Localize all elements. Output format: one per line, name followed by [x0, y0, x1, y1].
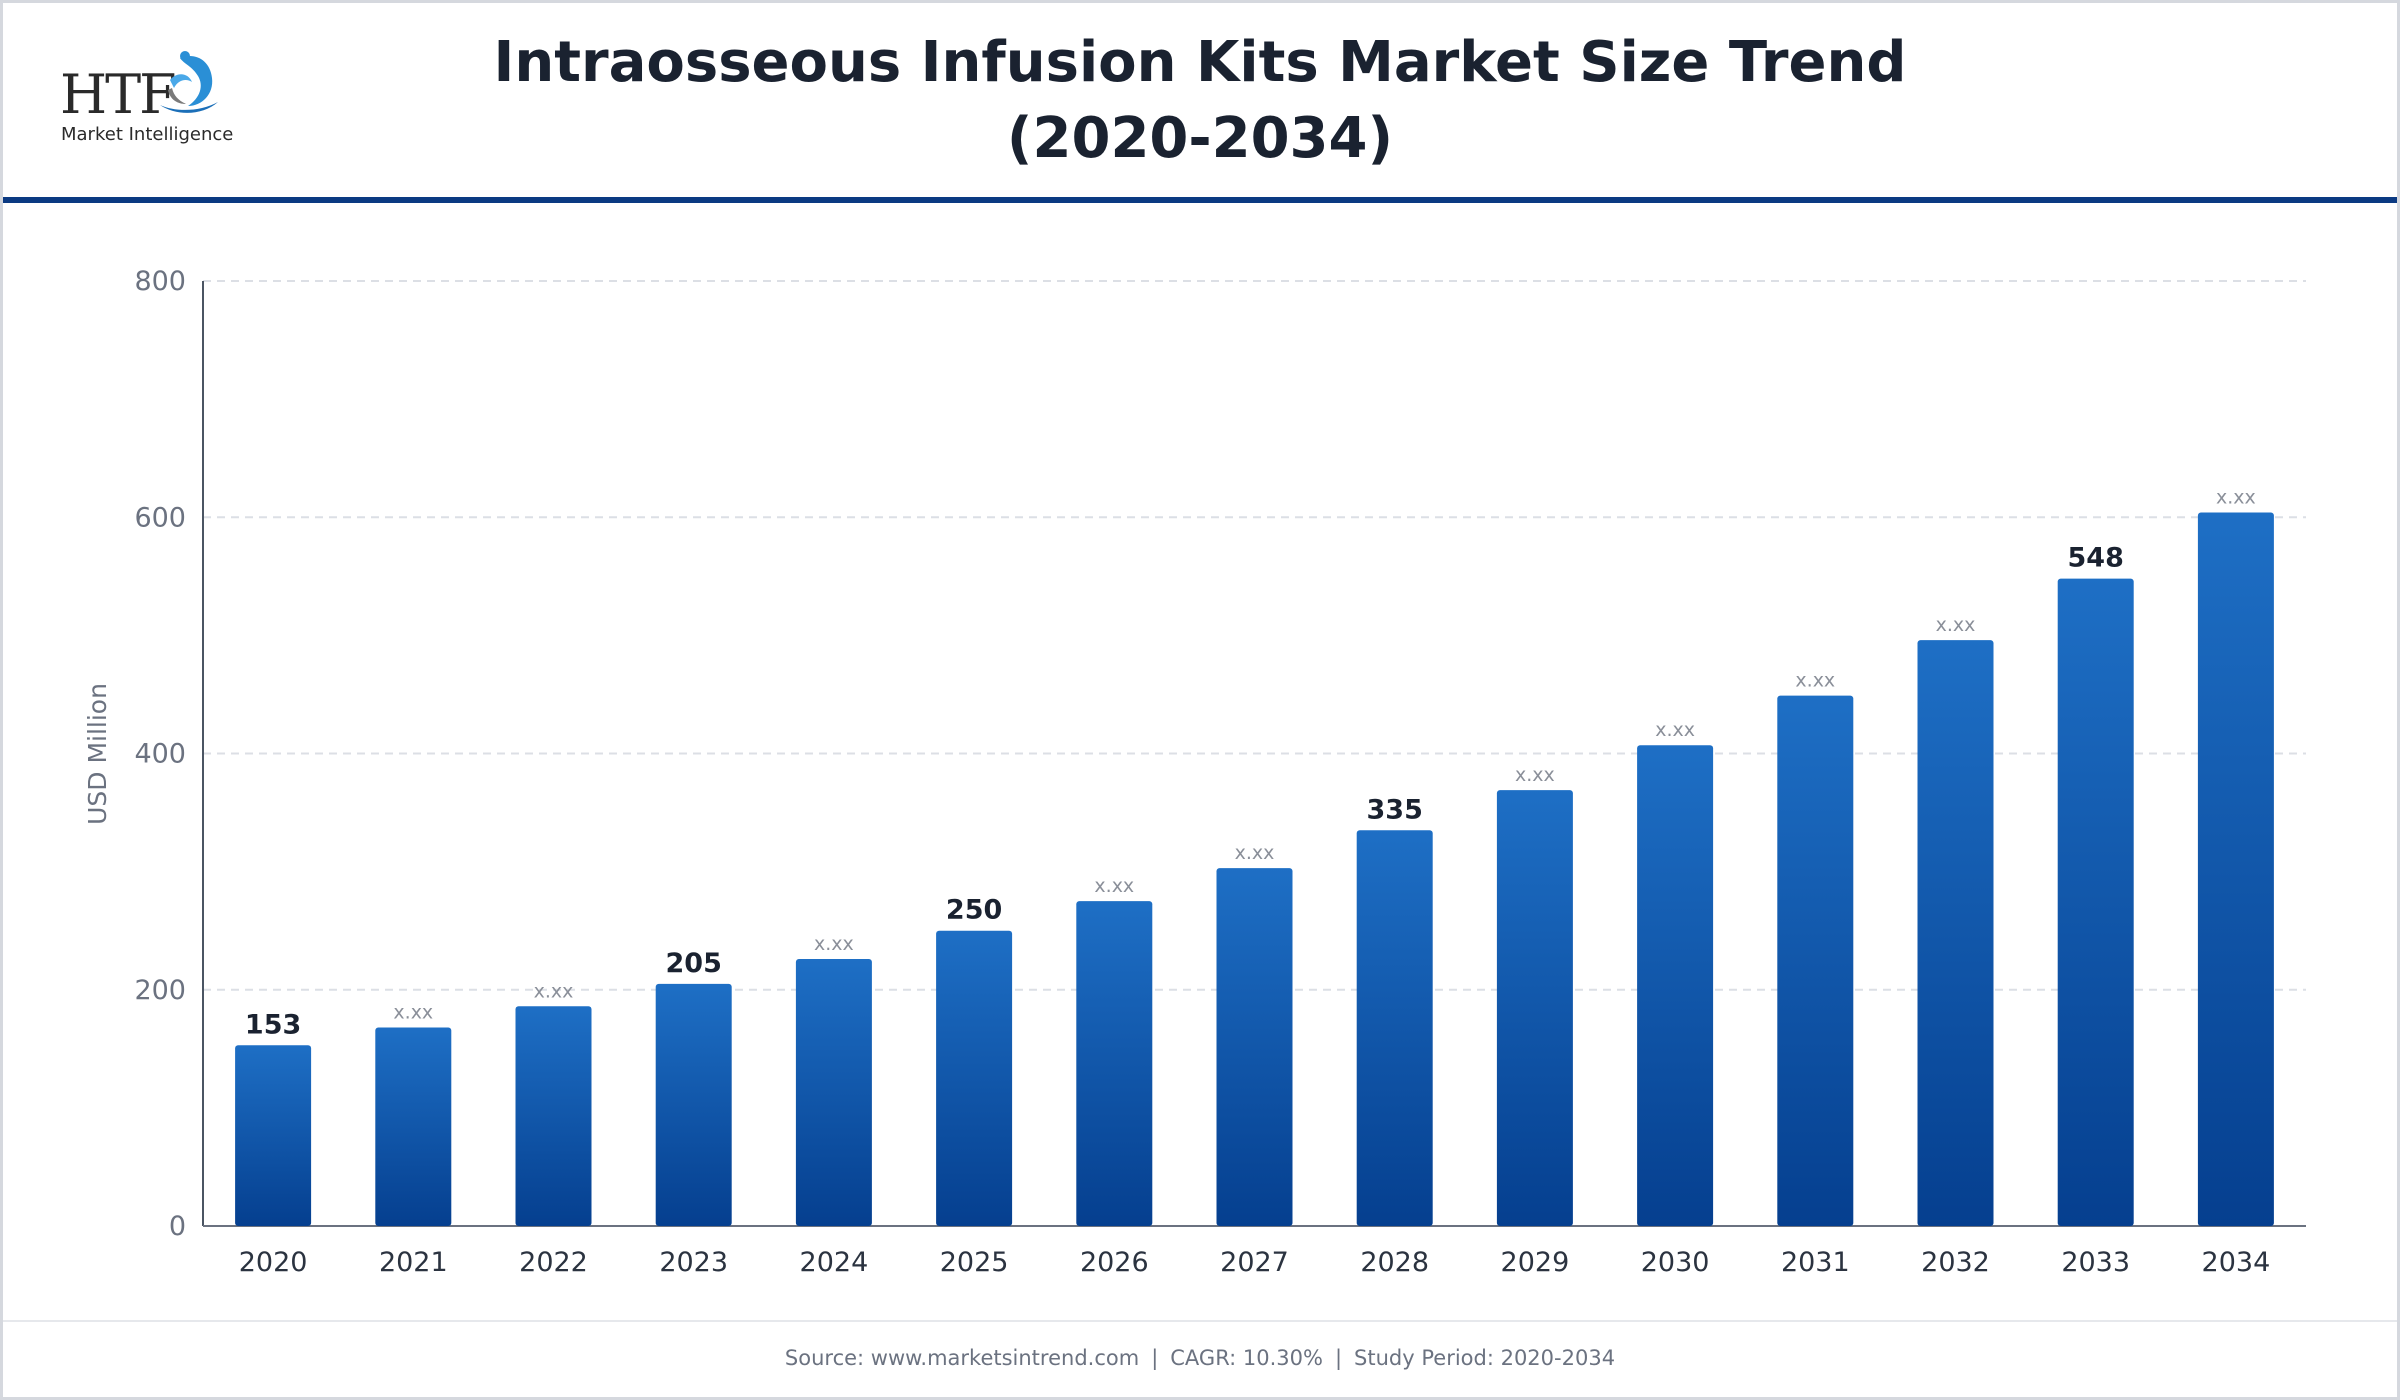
- x-tick-label: 2033: [2061, 1247, 2130, 1278]
- data-label: x.xx: [1655, 719, 1695, 741]
- chart-header: [3, 3, 2397, 198]
- footer-cagr: CAGR: 10.30%: [1170, 1346, 1323, 1370]
- x-tick-label: 2031: [1781, 1247, 1850, 1278]
- data-label: x.xx: [1515, 764, 1555, 786]
- data-labels: 2020 153 2021 x.xx 2022 x.xx 2023 205 2024 x.xx 20…: [239, 487, 2271, 1278]
- data-label: 250: [946, 895, 1002, 926]
- chart-title-line1: Intraosseous Infusion Kits Market Size T…: [493, 30, 1907, 95]
- bar-2024: [795, 959, 872, 1226]
- x-tick-label: 2027: [1220, 1247, 1289, 1278]
- bar-2026: [1076, 901, 1153, 1226]
- data-label: 153: [245, 1009, 301, 1040]
- y-axis-label: USD Million: [83, 683, 112, 825]
- htf-logo-mark-icon: [160, 51, 218, 113]
- bar-2032: [1917, 640, 1994, 1226]
- footer-period: Study Period: 2020-2034: [1354, 1346, 1616, 1370]
- data-label: x.xx: [814, 933, 854, 955]
- y-tick-label: 600: [134, 502, 186, 533]
- y-tick-label: 0: [169, 1211, 186, 1242]
- data-label: x.xx: [1795, 670, 1835, 692]
- y-tick-label: 200: [134, 975, 186, 1006]
- footer-source: Source: www.marketsintrend.com: [784, 1346, 1140, 1370]
- logo-wordmark: HTF: [60, 63, 177, 126]
- bar-2031: [1777, 695, 1854, 1226]
- bar-2034: [2197, 512, 2274, 1226]
- data-label: 548: [2068, 543, 2124, 574]
- header-divider: [3, 197, 2397, 203]
- bars: [235, 512, 2274, 1226]
- x-tick-label: 2022: [519, 1247, 588, 1278]
- x-tick-label: 2028: [1360, 1247, 1429, 1278]
- bar-2033: [2057, 578, 2134, 1226]
- logo-subtitle: Market Intelligence: [61, 124, 234, 145]
- footer-separator: |: [1334, 1346, 1343, 1370]
- bar-2020: [235, 1045, 312, 1226]
- x-tick-label: 2020: [239, 1247, 308, 1278]
- data-label: x.xx: [1235, 842, 1275, 864]
- data-label: x.xx: [1094, 875, 1134, 897]
- y-tick-label: 800: [134, 266, 186, 297]
- x-tick-label: 2034: [2202, 1247, 2271, 1278]
- x-tick-label: 2032: [1921, 1247, 1990, 1278]
- bar-2025: [936, 930, 1013, 1226]
- data-label: 205: [666, 948, 722, 979]
- x-tick-label: 2026: [1080, 1247, 1149, 1278]
- data-label: x.xx: [534, 980, 574, 1002]
- chart-footer: Source: www.marketsintrend.com | CAGR: 10.…: [3, 1322, 2397, 1394]
- data-label: x.xx: [393, 1002, 433, 1024]
- bar-2021: [375, 1027, 452, 1226]
- footer-divider: [3, 1320, 2397, 1322]
- footer-separator: |: [1151, 1346, 1159, 1370]
- chart-title: Intraosseous Infusion Kits Market Size T…: [300, 25, 2100, 177]
- data-label: 335: [1367, 794, 1423, 825]
- x-tick-label: 2023: [659, 1247, 728, 1278]
- htf-logo: HTF Market Intelligence: [55, 50, 235, 150]
- bar-2022: [515, 1006, 592, 1226]
- x-tick-label: 2029: [1501, 1247, 1570, 1278]
- bar-2029: [1496, 790, 1573, 1226]
- bar-2027: [1216, 868, 1293, 1226]
- x-tick-label: 2025: [940, 1247, 1009, 1278]
- data-label: x.xx: [2216, 487, 2256, 509]
- bar-2028: [1356, 830, 1433, 1226]
- chart-title-line2: (2020-2034): [1006, 106, 1394, 171]
- data-label: x.xx: [1936, 614, 1976, 636]
- bar-2023: [655, 983, 732, 1226]
- y-tick-label: 400: [134, 739, 186, 770]
- x-tick-label: 2021: [379, 1247, 448, 1278]
- x-tick-label: 2030: [1641, 1247, 1710, 1278]
- x-tick-label: 2024: [800, 1247, 869, 1278]
- bar-2030: [1637, 745, 1714, 1226]
